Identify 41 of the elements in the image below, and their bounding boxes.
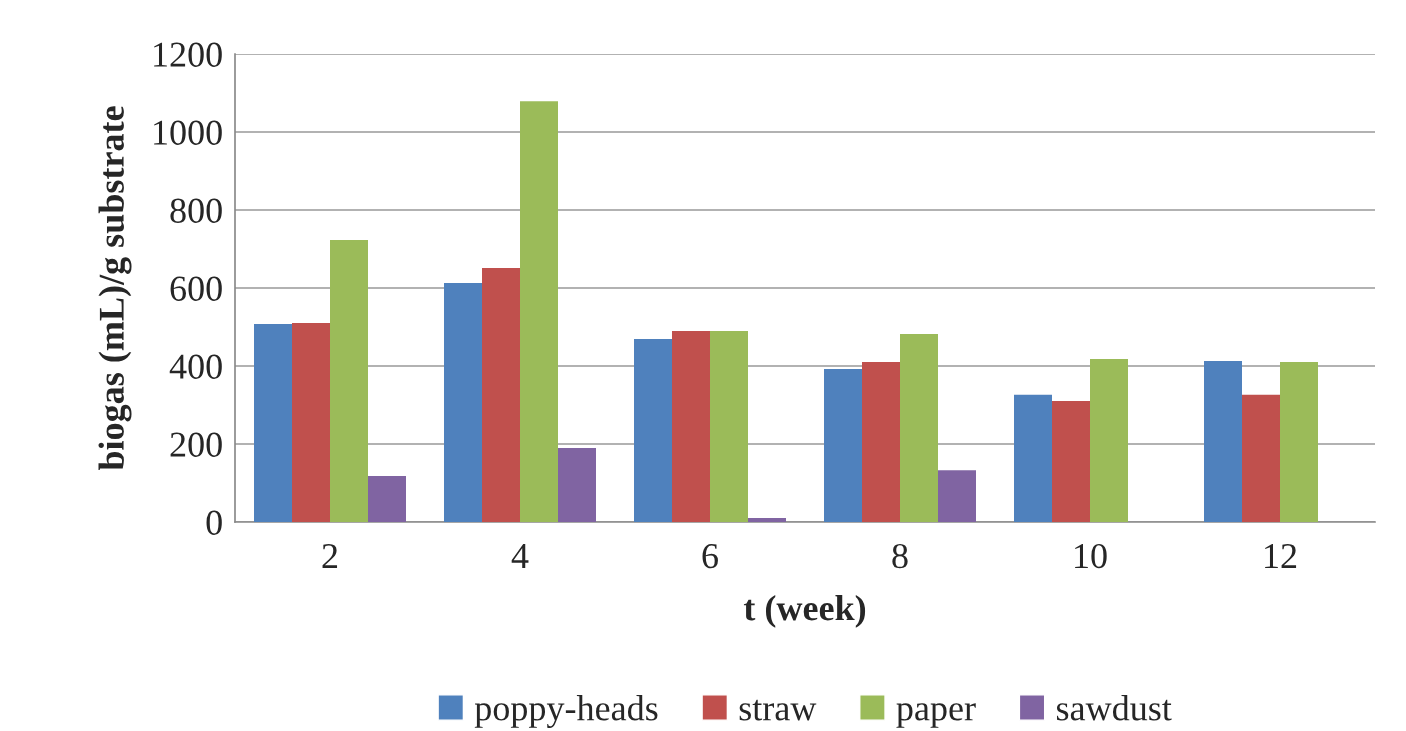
- bar: [558, 447, 596, 522]
- bar: [330, 240, 368, 522]
- bar: [710, 330, 748, 522]
- x-tick-label: 2: [322, 543, 338, 568]
- legend-label: straw: [739, 699, 817, 721]
- y-tick-label: 600: [170, 276, 222, 301]
- bar: [900, 334, 938, 522]
- bar: [672, 330, 710, 522]
- legend-label: paper: [896, 703, 976, 728]
- x-tick-label: 8: [892, 543, 908, 569]
- legend-label: poppy-heads: [474, 695, 658, 728]
- x-tick-label: 12: [1265, 543, 1297, 568]
- y-tick-label: 1000: [154, 120, 222, 145]
- x-tick-label: 10: [1075, 543, 1107, 569]
- bar: [938, 470, 976, 522]
- bar: [824, 369, 862, 522]
- y-tick-label: 400: [169, 354, 222, 379]
- bar: [254, 323, 292, 522]
- bar: [1204, 360, 1242, 522]
- bar: [520, 101, 558, 522]
- bar: [1052, 401, 1090, 522]
- bar: [368, 475, 406, 522]
- legend-label: sawdust: [1057, 695, 1172, 721]
- y-tick-label: 800: [170, 198, 222, 223]
- bar: [444, 282, 482, 522]
- bar: [862, 362, 900, 522]
- bar: [634, 339, 672, 522]
- y-tick-label: 200: [170, 432, 222, 457]
- bar: [1280, 362, 1318, 522]
- bar: [292, 323, 330, 522]
- x-axis-title: t (week): [743, 595, 866, 628]
- y-tick-label: 1200: [154, 42, 222, 67]
- bar: [1242, 394, 1280, 522]
- x-tick-label: 4: [511, 544, 529, 568]
- x-tick-label: 6: [702, 543, 718, 569]
- bar: [482, 268, 520, 522]
- bar: [1014, 394, 1052, 522]
- y-tick-label: 0: [206, 510, 222, 535]
- y-axis-title: biogas (mL)/g substrate: [98, 106, 132, 471]
- bar: [748, 518, 786, 522]
- bar: [1090, 358, 1128, 522]
